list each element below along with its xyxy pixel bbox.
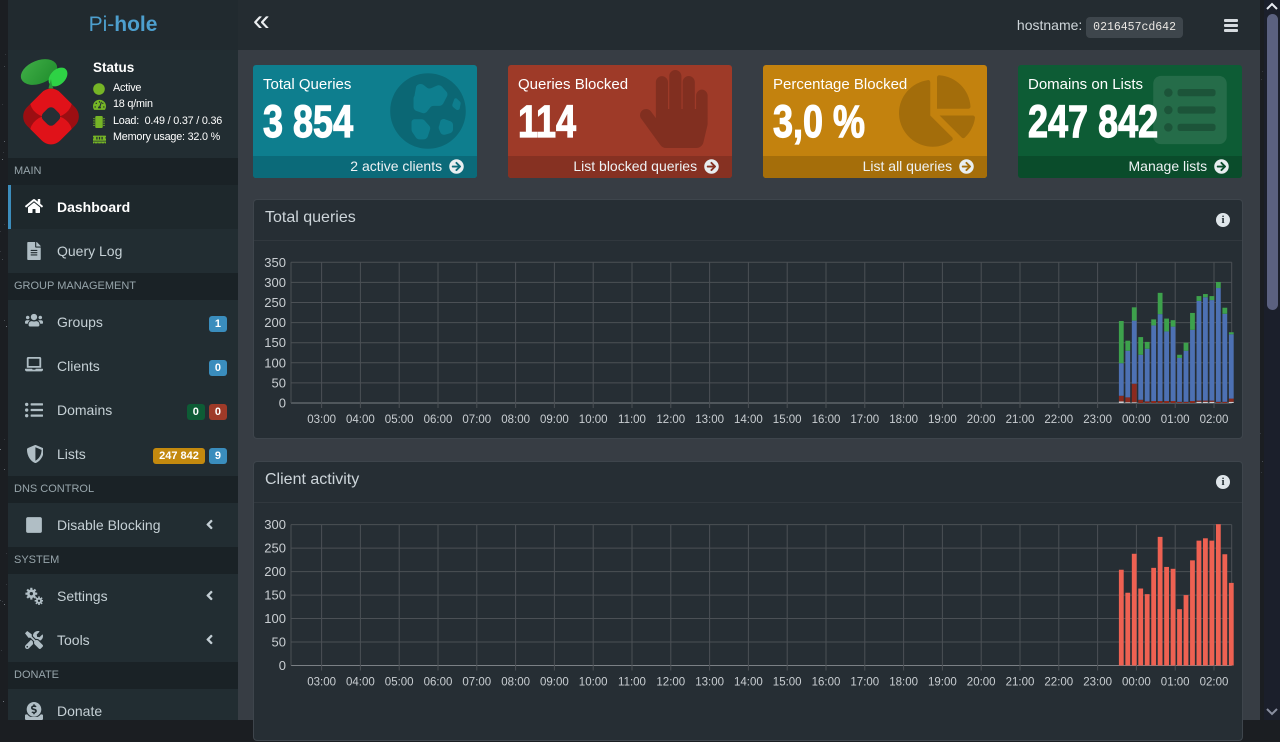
svg-text:15:00: 15:00 bbox=[773, 414, 802, 426]
svg-text:19:00: 19:00 bbox=[928, 677, 957, 689]
svg-text:03:00: 03:00 bbox=[307, 677, 336, 689]
svg-text:06:00: 06:00 bbox=[424, 414, 453, 426]
svg-text:23:00: 23:00 bbox=[1083, 414, 1112, 426]
svg-text:200: 200 bbox=[264, 564, 286, 579]
svg-text:05:00: 05:00 bbox=[385, 414, 414, 426]
svg-text:02:00: 02:00 bbox=[1200, 414, 1229, 426]
svg-text:300: 300 bbox=[264, 517, 286, 532]
svg-text:04:00: 04:00 bbox=[346, 414, 375, 426]
svg-text:01:00: 01:00 bbox=[1161, 414, 1190, 426]
svg-text:02:00: 02:00 bbox=[1200, 677, 1229, 689]
svg-text:17:00: 17:00 bbox=[850, 677, 879, 689]
svg-text:200: 200 bbox=[264, 315, 286, 330]
svg-text:13:00: 13:00 bbox=[695, 677, 724, 689]
svg-text:150: 150 bbox=[264, 588, 286, 603]
svg-text:50: 50 bbox=[272, 375, 286, 390]
svg-text:250: 250 bbox=[264, 541, 286, 556]
svg-text:08:00: 08:00 bbox=[501, 677, 530, 689]
svg-text:14:00: 14:00 bbox=[734, 414, 763, 426]
svg-text:14:00: 14:00 bbox=[734, 677, 763, 689]
svg-text:0: 0 bbox=[279, 658, 286, 673]
svg-text:100: 100 bbox=[264, 611, 286, 626]
svg-text:0: 0 bbox=[279, 396, 286, 411]
svg-text:21:00: 21:00 bbox=[1006, 677, 1035, 689]
svg-text:04:00: 04:00 bbox=[346, 677, 375, 689]
svg-text:12:00: 12:00 bbox=[656, 677, 685, 689]
svg-text:10:00: 10:00 bbox=[579, 677, 608, 689]
svg-text:09:00: 09:00 bbox=[540, 677, 569, 689]
svg-text:250: 250 bbox=[264, 295, 286, 310]
svg-text:50: 50 bbox=[272, 635, 286, 650]
svg-text:00:00: 00:00 bbox=[1122, 677, 1151, 689]
svg-text:18:00: 18:00 bbox=[889, 677, 918, 689]
svg-text:07:00: 07:00 bbox=[462, 414, 491, 426]
svg-text:22:00: 22:00 bbox=[1044, 414, 1073, 426]
svg-text:19:00: 19:00 bbox=[928, 414, 957, 426]
svg-text:03:00: 03:00 bbox=[307, 414, 336, 426]
svg-text:350: 350 bbox=[264, 255, 286, 270]
svg-text:01:00: 01:00 bbox=[1161, 677, 1190, 689]
svg-text:05:00: 05:00 bbox=[385, 677, 414, 689]
svg-text:16:00: 16:00 bbox=[812, 677, 841, 689]
svg-text:20:00: 20:00 bbox=[967, 677, 996, 689]
svg-text:23:00: 23:00 bbox=[1083, 677, 1112, 689]
svg-text:100: 100 bbox=[264, 355, 286, 370]
svg-text:08:00: 08:00 bbox=[501, 414, 530, 426]
svg-text:300: 300 bbox=[264, 275, 286, 290]
svg-text:18:00: 18:00 bbox=[889, 414, 918, 426]
svg-text:20:00: 20:00 bbox=[967, 414, 996, 426]
svg-text:00:00: 00:00 bbox=[1122, 414, 1151, 426]
svg-text:06:00: 06:00 bbox=[424, 677, 453, 689]
svg-text:09:00: 09:00 bbox=[540, 414, 569, 426]
svg-text:150: 150 bbox=[264, 335, 286, 350]
svg-text:07:00: 07:00 bbox=[462, 677, 491, 689]
svg-text:21:00: 21:00 bbox=[1006, 414, 1035, 426]
svg-text:17:00: 17:00 bbox=[850, 414, 879, 426]
svg-text:10:00: 10:00 bbox=[579, 414, 608, 426]
svg-text:12:00: 12:00 bbox=[656, 414, 685, 426]
svg-text:16:00: 16:00 bbox=[812, 414, 841, 426]
svg-text:11:00: 11:00 bbox=[618, 677, 646, 689]
svg-text:22:00: 22:00 bbox=[1044, 677, 1073, 689]
svg-text:11:00: 11:00 bbox=[618, 414, 646, 426]
svg-text:15:00: 15:00 bbox=[773, 677, 802, 689]
svg-text:13:00: 13:00 bbox=[695, 414, 724, 426]
